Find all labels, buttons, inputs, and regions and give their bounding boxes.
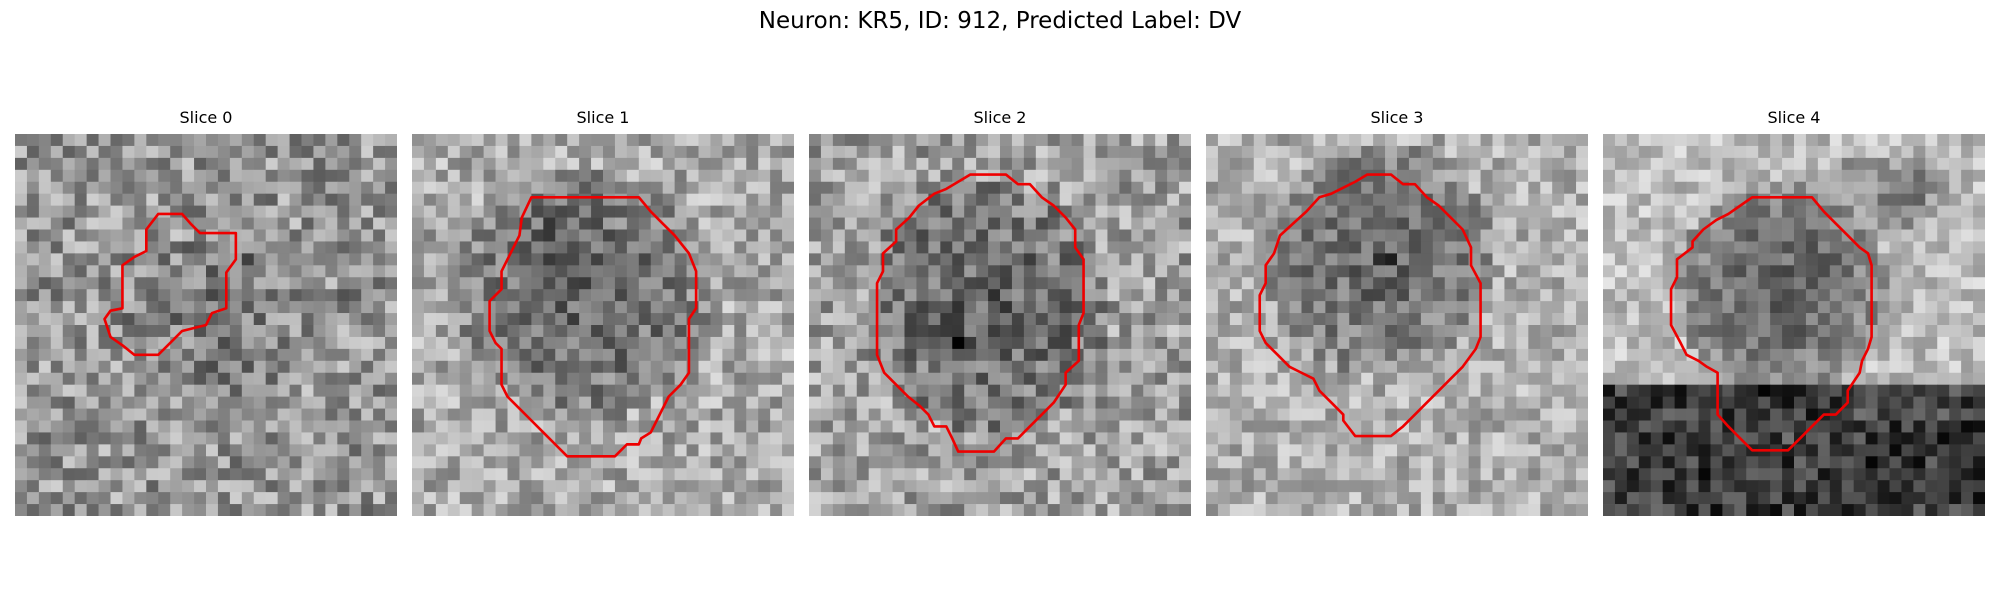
roi-contour — [1258, 173, 1482, 438]
slice-image-4 — [1603, 134, 1985, 516]
slice-image-0 — [15, 134, 397, 516]
roi-contour — [1669, 195, 1873, 452]
roi-contour — [488, 195, 698, 458]
figure-title: Neuron: KR5, ID: 912, Predicted Label: D… — [758, 8, 1242, 34]
slice-title: Slice 0 — [179, 108, 233, 127]
slice-image-2 — [809, 134, 1191, 516]
roi-contour — [103, 212, 238, 357]
slice-image-1 — [412, 134, 794, 516]
slice-title: Slice 3 — [1370, 108, 1424, 127]
slice-image-3 — [1206, 134, 1588, 516]
roi-contour — [875, 173, 1085, 453]
slice-title: Slice 4 — [1767, 108, 1821, 127]
slice-title: Slice 2 — [973, 108, 1027, 127]
slice-title: Slice 1 — [576, 108, 630, 127]
